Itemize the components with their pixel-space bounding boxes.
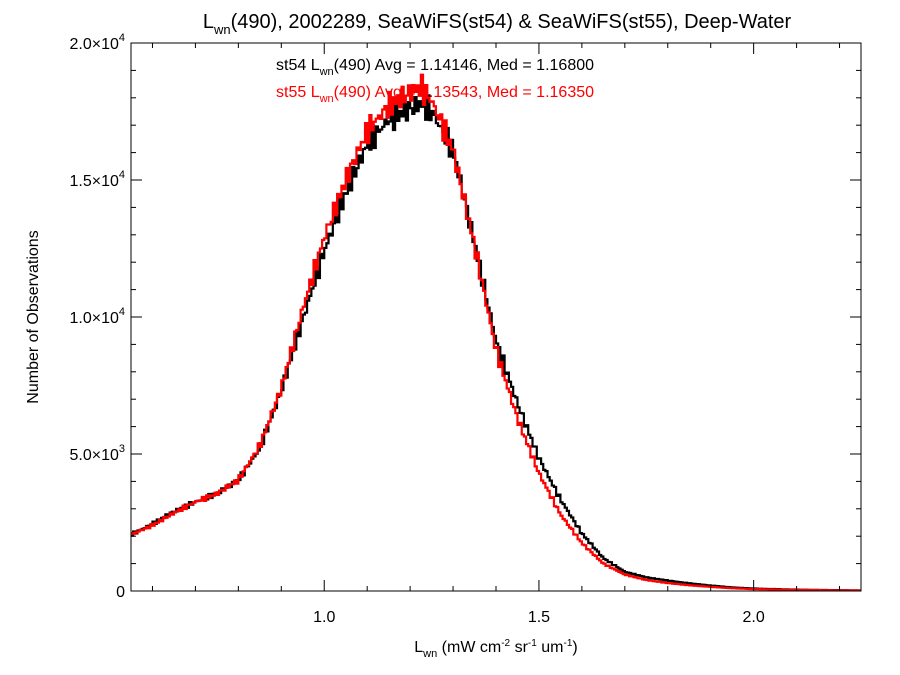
y-tick-label: 5.0×103 xyxy=(69,443,125,464)
y-tick-label: 2.0×104 xyxy=(69,32,125,53)
legend-entry-st55: st55 Lwn(490) Avg = 1.13543, Med = 1.163… xyxy=(276,84,594,105)
x-tick-label: 2.0 xyxy=(743,609,765,626)
plot-frame xyxy=(130,42,862,592)
x-axis-label: Lwn (mW cm-2 sr-1 um-1) xyxy=(414,638,577,660)
y-tick-label: 1.5×104 xyxy=(69,169,125,190)
legend-entry-st54: st54 Lwn(490) Avg = 1.14146, Med = 1.168… xyxy=(276,57,594,78)
y-tick-label: 1.0×104 xyxy=(69,306,125,327)
x-tick-label: 1.5 xyxy=(528,609,550,626)
series-line-st55 xyxy=(131,73,861,591)
series-line-st54 xyxy=(131,94,861,591)
plot-area xyxy=(131,73,861,591)
chart-title: Lwn(490), 2002289, SeaWiFS(st54) & SeaWi… xyxy=(203,11,792,37)
y-axis-label: Number of Observations xyxy=(25,230,42,403)
x-tick-label: 1.0 xyxy=(313,609,335,626)
y-tick-label: 0 xyxy=(116,584,125,601)
